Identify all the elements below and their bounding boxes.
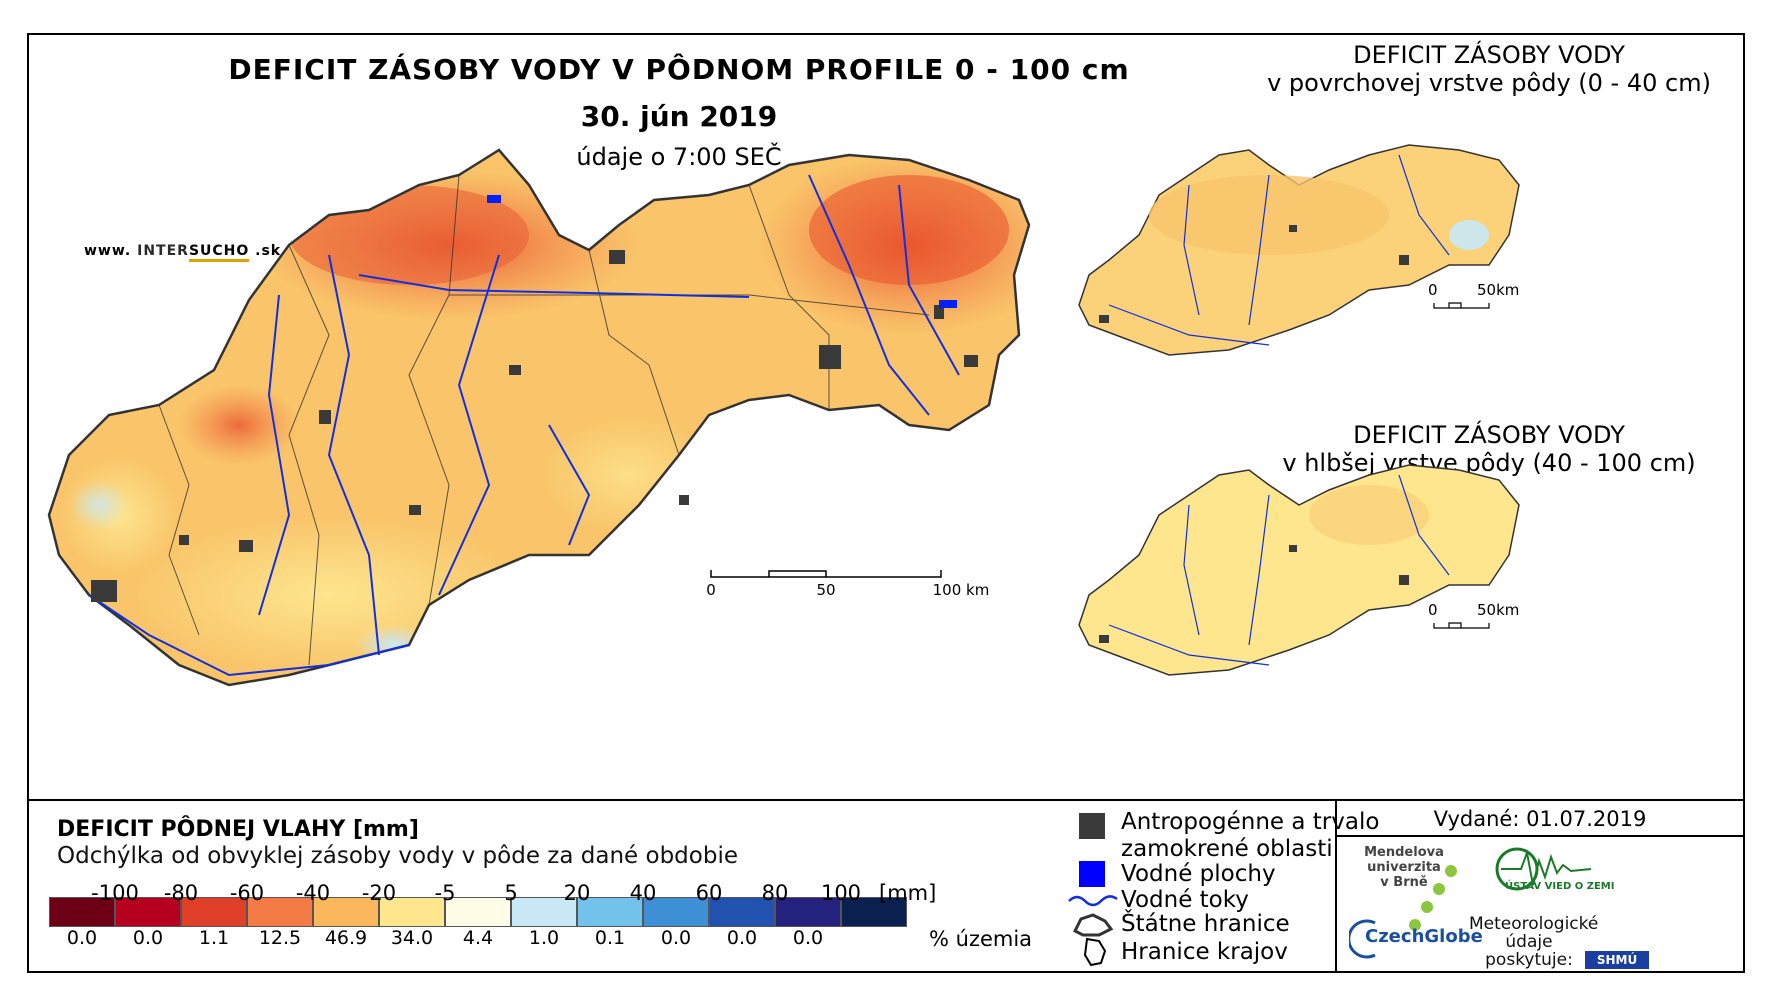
meteo-line-1: Meteorologické bbox=[1469, 914, 1599, 934]
mendel-line-3: v Brně bbox=[1380, 875, 1428, 890]
mendel-line-2: univerzita bbox=[1367, 860, 1441, 875]
legend-pct-value: 0.0 bbox=[792, 927, 824, 949]
inset1-subtitle: v povrchovej vrstve pôdy (0 - 40 cm) bbox=[1267, 69, 1711, 97]
legend-pct-value: 4.4 bbox=[462, 927, 494, 949]
inset1-title: DEFICIT ZÁSOBY VODY bbox=[1353, 41, 1625, 69]
legend-swatch bbox=[49, 897, 115, 927]
legend-pct-value: 12.5 bbox=[258, 927, 302, 949]
legend-tick-label: -20 bbox=[361, 881, 397, 905]
issued-divider bbox=[1335, 801, 1337, 973]
site-prefix: www. bbox=[84, 243, 132, 259]
rivers bbox=[88, 174, 960, 677]
inset2-subtitle: v hlbšej vrstve pôdy (40 - 100 cm) bbox=[1282, 449, 1696, 477]
main-map: 0 50 100 km bbox=[47, 148, 1031, 687]
legend-title: DEFICIT PÔDNEJ VLAHY [mm] bbox=[57, 817, 419, 842]
legend-tick-label: 60 bbox=[695, 881, 723, 905]
rivers-label: Vodné toky bbox=[1121, 887, 1249, 913]
mendel-logo: Mendelova univerzita v Brně bbox=[1359, 845, 1449, 890]
legend-pct-value: 34.0 bbox=[390, 927, 434, 949]
meteo-line-3: poskytuje: bbox=[1485, 950, 1573, 970]
scalebar bbox=[710, 570, 942, 578]
legend-pct-value: 1.1 bbox=[198, 927, 230, 949]
legend-swatch bbox=[577, 897, 643, 927]
inset2-scale-50: 50km bbox=[1477, 601, 1520, 619]
legend-swatch bbox=[313, 897, 379, 927]
legend-swatch bbox=[181, 897, 247, 927]
state-border-label: Štátne hranice bbox=[1121, 911, 1290, 937]
legend-tick-label: -100 bbox=[91, 881, 139, 905]
scalebar-label-50: 50 bbox=[816, 581, 835, 599]
meteo-line-2: údaje bbox=[1505, 932, 1553, 952]
ustav-logo-text: ÚSTAV VIED O ZEMI bbox=[1505, 881, 1615, 892]
legend-pct-value: 0.0 bbox=[726, 927, 758, 949]
legend-tick-label: 80 bbox=[761, 881, 789, 905]
inset2-title: DEFICIT ZÁSOBY VODY bbox=[1353, 421, 1625, 449]
inset2-map bbox=[1078, 464, 1520, 676]
intersucho-link[interactable]: www. INTERSUCHO .sk bbox=[84, 243, 282, 262]
inset2-title-block: DEFICIT ZÁSOBY VODY v hlbšej vrstve pôdy… bbox=[1179, 421, 1772, 477]
state-border-icon bbox=[1072, 913, 1114, 937]
czechglobe-logo: CzechGlobe bbox=[1365, 926, 1483, 947]
legend-unit: [mm] bbox=[879, 881, 937, 905]
legend-tick-label: 20 bbox=[563, 881, 591, 905]
legend-swatch bbox=[247, 897, 313, 927]
legend-swatch bbox=[511, 897, 577, 927]
legend-pct-value: 0.0 bbox=[66, 927, 98, 949]
water-bodies bbox=[487, 195, 957, 308]
urban-areas bbox=[91, 250, 978, 602]
legend-swatch bbox=[115, 897, 181, 927]
dots-icon bbox=[1409, 865, 1457, 931]
meteo-text: Meteorologické údaje poskytuje: bbox=[1469, 914, 1599, 970]
legend-subtitle: Odchýlka od obvyklej zásoby vody v pôde … bbox=[57, 843, 738, 869]
legend-swatch bbox=[841, 897, 907, 927]
legend-tick-label: -5 bbox=[434, 881, 456, 905]
legend-swatch bbox=[709, 897, 775, 927]
river-icon bbox=[1068, 895, 1118, 907]
legend-pct-value: 46.9 bbox=[324, 927, 368, 949]
inset1-map bbox=[1078, 144, 1520, 356]
legend-tick-label: -40 bbox=[295, 881, 331, 905]
scalebar-label-100: 100 km bbox=[933, 581, 990, 599]
site-brand-b: SUCHO bbox=[188, 243, 250, 262]
mendel-line-1: Mendelova bbox=[1364, 845, 1444, 860]
legend-tick-label: 40 bbox=[629, 881, 657, 905]
water-bodies-label: Vodné plochy bbox=[1121, 861, 1276, 887]
main-time: údaje o 7:00 SEČ bbox=[576, 143, 782, 171]
site-suffix: .sk bbox=[255, 243, 282, 259]
legend-swatch bbox=[643, 897, 709, 927]
legend-row: DEFICIT PÔDNEJ VLAHY [mm] Odchýlka od ob… bbox=[29, 799, 1745, 973]
region-border-icon bbox=[1083, 937, 1107, 967]
legend-pct-value: 0.0 bbox=[660, 927, 692, 949]
legend-swatch bbox=[445, 897, 511, 927]
inset1-scale-50: 50km bbox=[1477, 281, 1520, 299]
legend-tick-label: -80 bbox=[163, 881, 199, 905]
urban-swatch bbox=[1079, 813, 1105, 839]
shmu-logo: SHMÚ bbox=[1585, 951, 1649, 969]
regions-label: Hranice krajov bbox=[1121, 939, 1288, 965]
legend-tick-label: -60 bbox=[229, 881, 265, 905]
inset2-scale-0: 0 bbox=[1428, 601, 1438, 619]
scalebar-label-0: 0 bbox=[706, 581, 716, 599]
inset1-scale-0: 0 bbox=[1428, 281, 1438, 299]
inset1-title-block: DEFICIT ZÁSOBY VODY v povrchovej vrstve … bbox=[1179, 41, 1772, 97]
ustav-logo-icon bbox=[1495, 847, 1592, 891]
legend-tick-label: 100 bbox=[820, 881, 862, 905]
legend-pct-value: 0.1 bbox=[594, 927, 626, 949]
czechglobe-arc-icon bbox=[1349, 919, 1376, 959]
legend-colorbar: 0.0 0.0 1.1 12.5 46.9 34.0 4.4 1.0 0.1 0.0 0.0 0.0 -… bbox=[49, 801, 949, 973]
site-brand-a: INTER bbox=[137, 243, 189, 259]
map-area: 0 50 100 km DEFICIT ZÁSOBY VODY V PÔDNOM… bbox=[29, 35, 1743, 799]
map-frame: 0 50 100 km DEFICIT ZÁSOBY VODY V PÔDNOM… bbox=[27, 33, 1745, 973]
main-title: DEFICIT ZÁSOBY VODY V PÔDNOM PROFILE 0 -… bbox=[228, 53, 1130, 86]
legend-swatch bbox=[379, 897, 445, 927]
legend-pct-label: % územia bbox=[929, 927, 1033, 951]
legend-tick-label: 5 bbox=[504, 881, 518, 905]
legend-swatch bbox=[775, 897, 841, 927]
legend-pct-value: 1.0 bbox=[528, 927, 560, 949]
issued-label: Vydané: 01.07.2019 bbox=[1433, 807, 1647, 831]
water-body-swatch bbox=[1079, 861, 1105, 887]
legend-pct-value: 0.0 bbox=[132, 927, 164, 949]
issued-header bbox=[1335, 801, 1745, 837]
main-date: 30. jún 2019 bbox=[580, 100, 778, 133]
